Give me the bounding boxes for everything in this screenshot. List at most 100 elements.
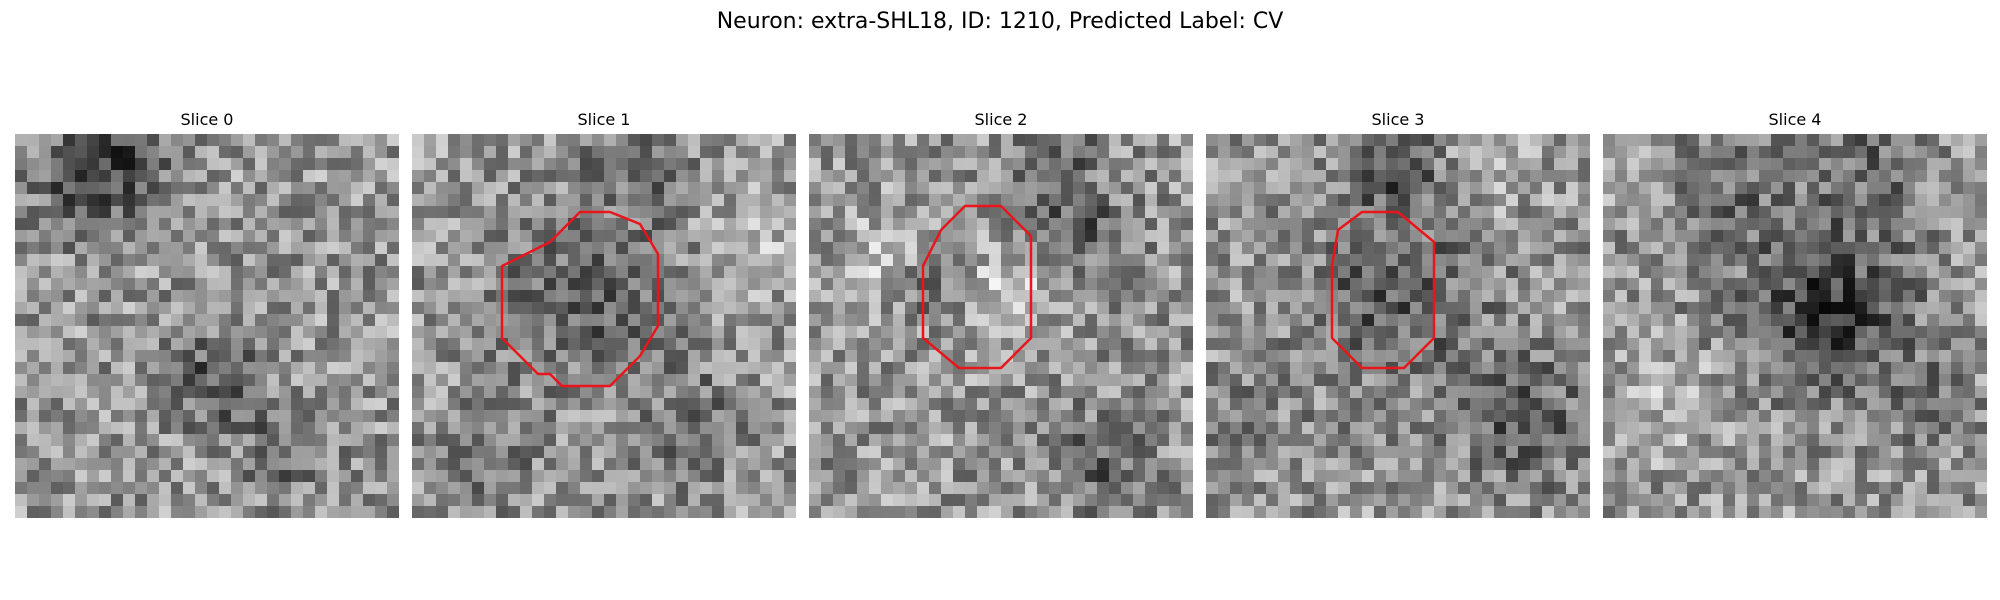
image-pixel [207, 218, 220, 231]
image-pixel [1169, 326, 1182, 339]
image-pixel [821, 290, 834, 303]
image-pixel [1530, 434, 1543, 447]
image-pixel [15, 254, 28, 267]
image-pixel [1013, 398, 1026, 411]
image-pixel [1566, 422, 1579, 435]
image-pixel [1675, 278, 1688, 291]
image-pixel [1218, 242, 1231, 255]
image-pixel [508, 170, 521, 183]
image-pixel [159, 290, 172, 303]
image-pixel [1290, 446, 1303, 459]
image-pixel [1663, 146, 1676, 159]
image-pixel [1723, 458, 1736, 471]
image-pixel [568, 302, 581, 315]
image-pixel [1206, 266, 1219, 279]
image-pixel [1723, 314, 1736, 327]
image-pixel [1290, 362, 1303, 375]
image-pixel [39, 266, 52, 279]
image-pixel [1422, 158, 1435, 171]
image-pixel [1169, 338, 1182, 351]
image-pixel [195, 422, 208, 435]
image-pixel [195, 206, 208, 219]
image-pixel [1639, 350, 1652, 363]
image-pixel [255, 326, 268, 339]
image-pixel [1807, 290, 1820, 303]
image-pixel [881, 158, 894, 171]
image-pixel [1675, 182, 1688, 195]
image-pixel [989, 206, 1002, 219]
image-pixel [1037, 194, 1050, 207]
image-pixel [424, 194, 437, 207]
image-pixel [159, 170, 172, 183]
image-pixel [1422, 326, 1435, 339]
image-pixel [580, 434, 593, 447]
image-pixel [953, 146, 966, 159]
image-pixel [712, 326, 725, 339]
image-pixel [1627, 254, 1640, 267]
image-pixel [1230, 134, 1243, 147]
image-pixel [1578, 182, 1590, 195]
image-pixel [1278, 278, 1291, 291]
image-pixel [1903, 302, 1916, 315]
image-pixel [111, 470, 124, 483]
image-pixel [821, 458, 834, 471]
image-pixel [1085, 350, 1098, 363]
image-pixel [1951, 254, 1964, 267]
image-pixel [1542, 158, 1555, 171]
image-pixel [1350, 158, 1363, 171]
image-pixel [1109, 398, 1122, 411]
image-pixel [881, 350, 894, 363]
image-pixel [1951, 278, 1964, 291]
image-pixel [1049, 194, 1062, 207]
image-pixel [1169, 134, 1182, 147]
image-pixel [881, 422, 894, 435]
image-pixel [472, 362, 485, 375]
image-pixel [1169, 170, 1182, 183]
image-pixel [159, 278, 172, 291]
image-pixel [448, 134, 461, 147]
image-pixel [508, 134, 521, 147]
image-pixel [1939, 338, 1952, 351]
image-pixel [1759, 170, 1772, 183]
image-pixel [75, 350, 88, 363]
image-pixel [1242, 338, 1255, 351]
image-pixel [1482, 230, 1495, 243]
image-pixel [1615, 398, 1628, 411]
image-pixel [315, 266, 328, 279]
image-pixel [736, 398, 749, 411]
image-pixel [448, 278, 461, 291]
image-pixel [243, 218, 256, 231]
image-pixel [893, 170, 906, 183]
image-pixel [712, 170, 725, 183]
image-pixel [363, 218, 376, 231]
image-pixel [1157, 326, 1170, 339]
image-pixel [279, 134, 292, 147]
image-pixel [1362, 494, 1375, 507]
image-pixel [1807, 326, 1820, 339]
image-pixel [1542, 314, 1555, 327]
image-pixel [1759, 326, 1772, 339]
image-pixel [1362, 194, 1375, 207]
image-pixel [315, 158, 328, 171]
image-pixel [1843, 338, 1856, 351]
image-pixel [496, 446, 509, 459]
image-pixel [15, 398, 28, 411]
image-pixel [159, 182, 172, 195]
image-pixel [1085, 266, 1098, 279]
image-pixel [1699, 314, 1712, 327]
image-pixel [436, 410, 449, 423]
image-pixel [760, 194, 773, 207]
image-pixel [1723, 134, 1736, 147]
image-pixel [592, 374, 605, 387]
image-pixel [243, 506, 256, 518]
image-pixel [424, 434, 437, 447]
image-pixel [592, 482, 605, 495]
image-pixel [171, 218, 184, 231]
image-pixel [255, 242, 268, 255]
image-pixel [387, 434, 399, 447]
image-pixel [676, 146, 689, 159]
image-pixel [135, 410, 148, 423]
image-pixel [387, 446, 399, 459]
image-pixel [1013, 278, 1026, 291]
image-pixel [1230, 506, 1243, 518]
